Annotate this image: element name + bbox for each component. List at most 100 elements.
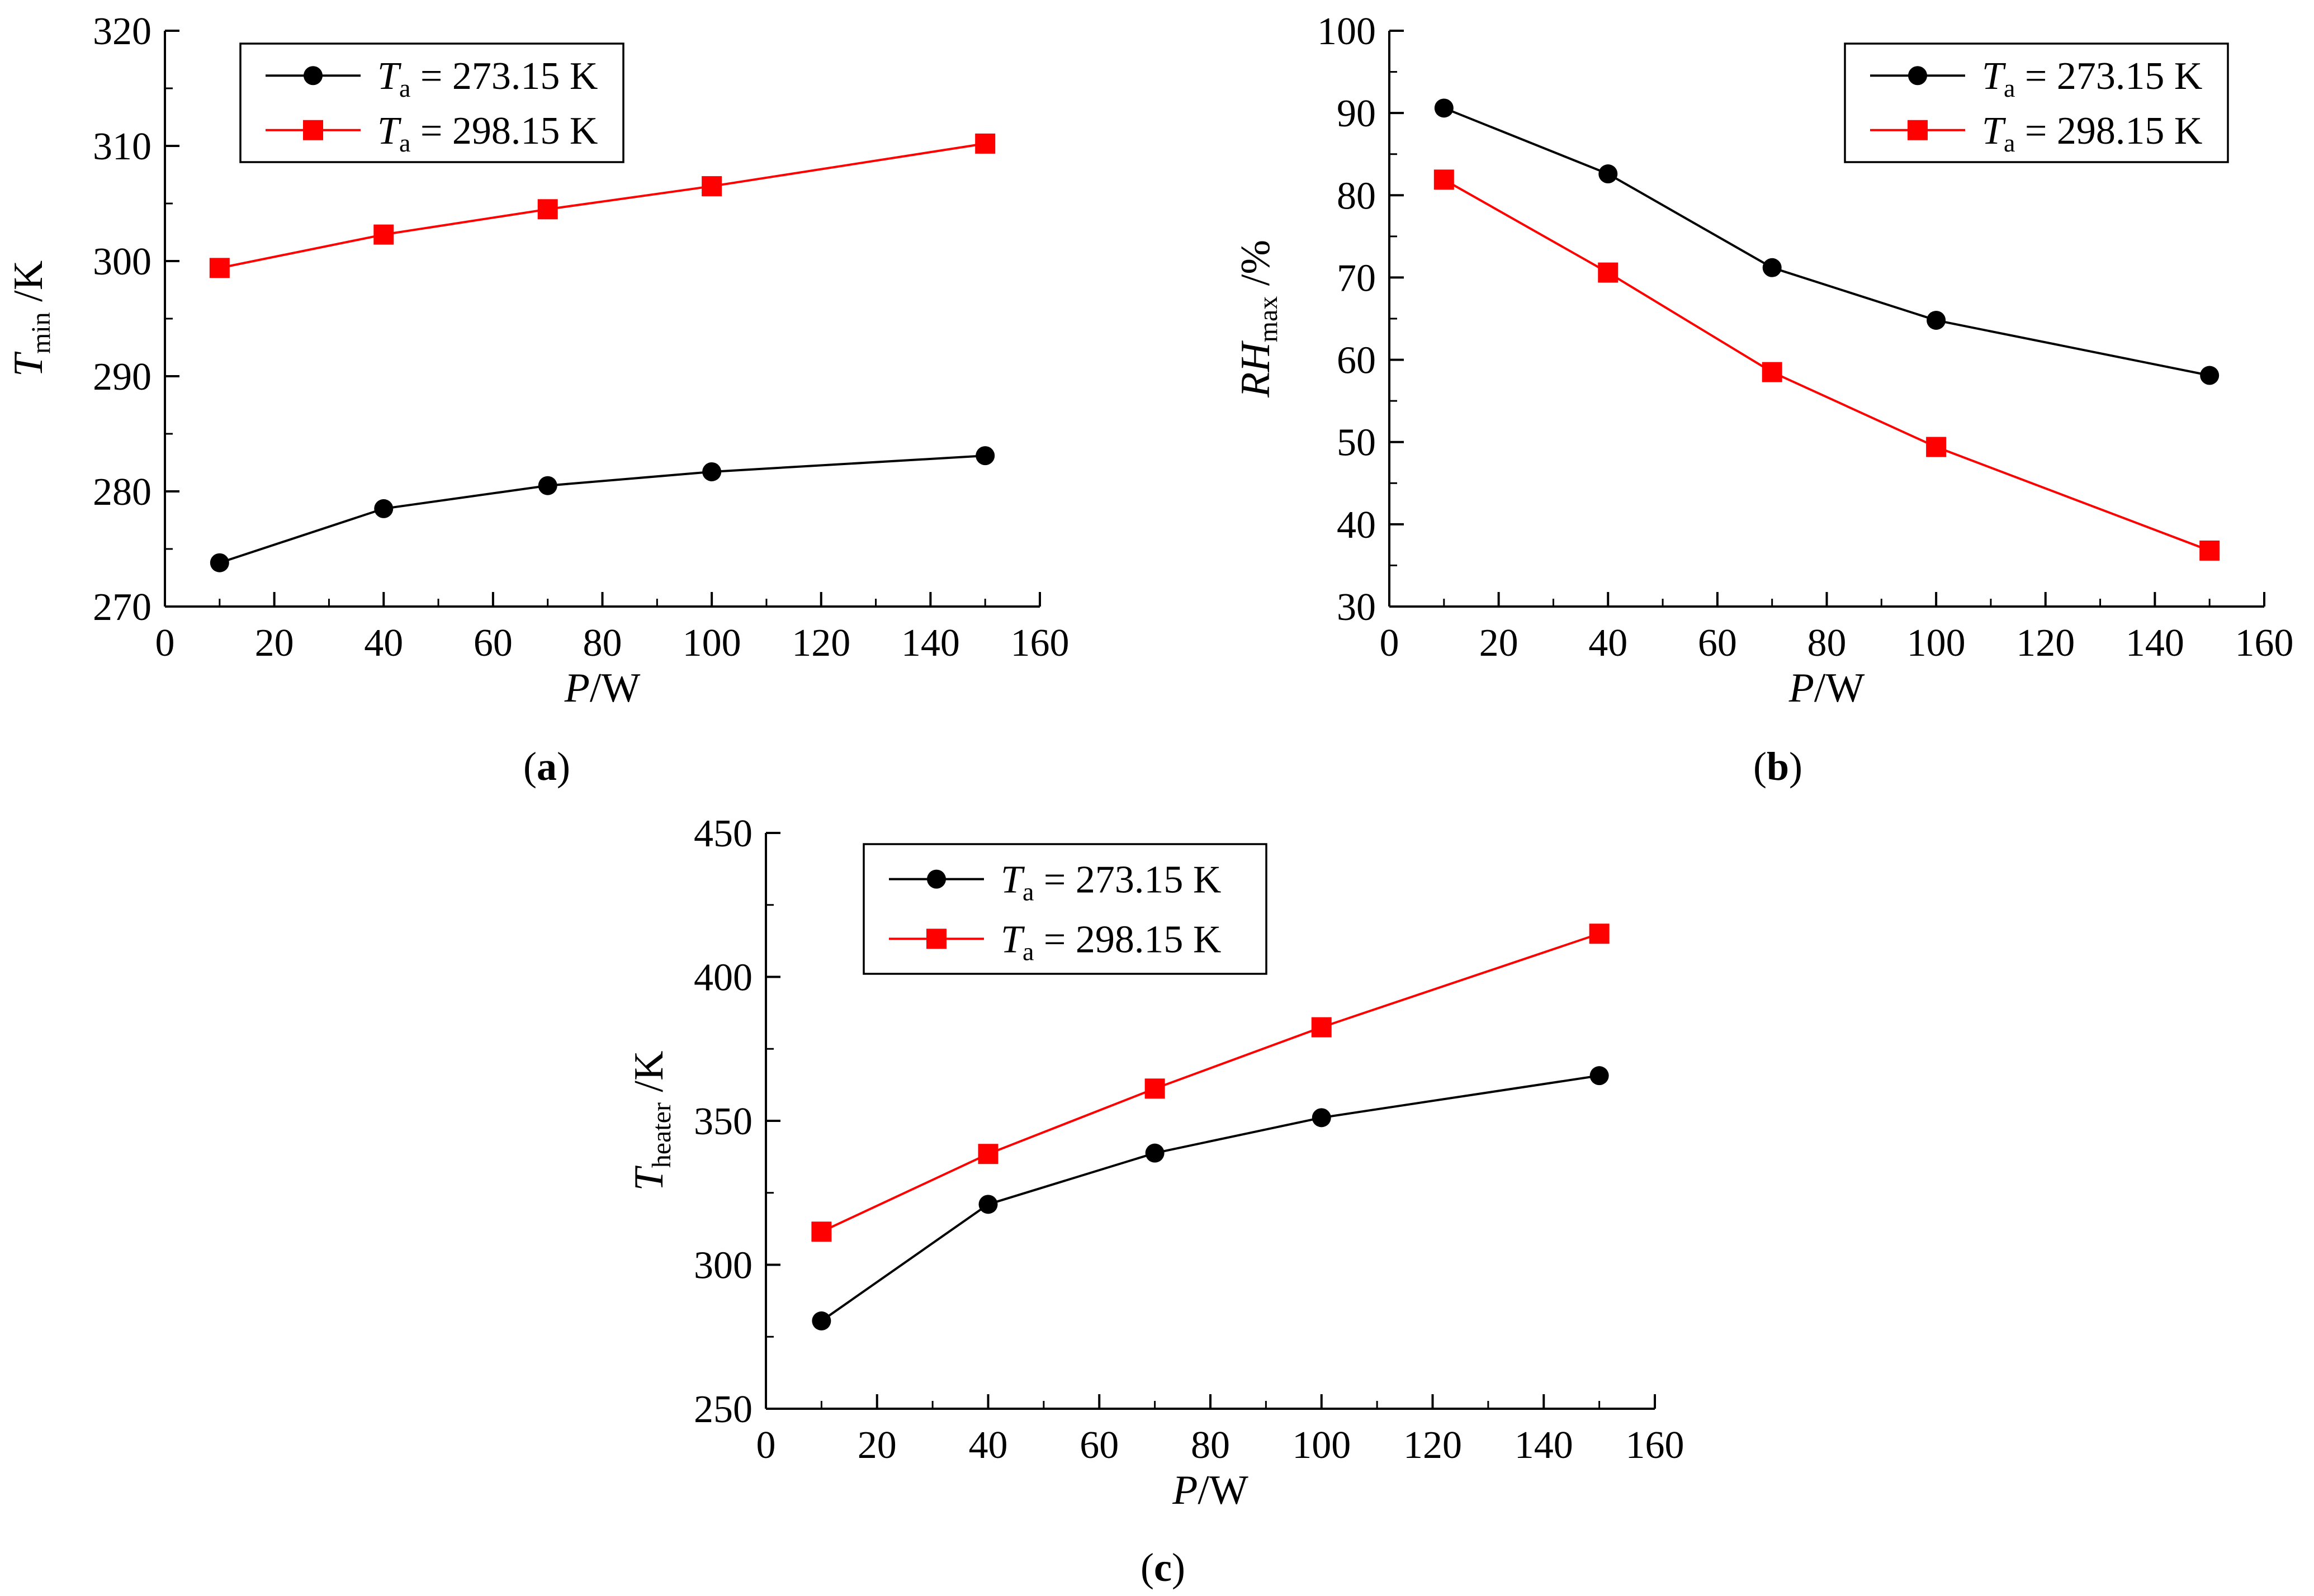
legend-label-var: T bbox=[377, 55, 402, 98]
panel-label-letter: c bbox=[1154, 1545, 1172, 1590]
legend-marker-circle bbox=[927, 869, 946, 889]
x-tick-label: 60 bbox=[1080, 1424, 1119, 1467]
x-tick-label: 140 bbox=[901, 622, 960, 665]
data-point-square bbox=[373, 224, 394, 245]
data-point-square bbox=[811, 1221, 832, 1242]
data-point-circle bbox=[1589, 1066, 1609, 1086]
x-axis-label: P/W bbox=[1172, 1467, 1248, 1513]
x-tick-label: 0 bbox=[155, 622, 175, 665]
x-tick-label: 120 bbox=[1403, 1424, 1462, 1467]
x-tick-label: 40 bbox=[969, 1424, 1008, 1467]
x-axis-label: P/W bbox=[1788, 665, 1865, 711]
x-tick-label: 120 bbox=[792, 622, 850, 665]
y-tick-label: 290 bbox=[93, 356, 152, 399]
x-tick-label: 0 bbox=[756, 1424, 776, 1467]
x-axis-label-unit: /W bbox=[590, 665, 641, 711]
data-point-square bbox=[1311, 1017, 1332, 1038]
legend-label-rest: = 273.15 K bbox=[1034, 859, 1221, 902]
data-point-square bbox=[209, 258, 230, 278]
panel-label-letter: b bbox=[1767, 744, 1789, 789]
x-axis-label: P/W bbox=[564, 665, 641, 711]
data-point-circle bbox=[1927, 310, 1946, 330]
y-tick-label: 80 bbox=[1337, 174, 1376, 217]
legend-label: Ta = 273.15 K bbox=[377, 55, 598, 102]
legend-label-var: T bbox=[1982, 55, 2007, 98]
data-point-circle bbox=[702, 462, 722, 481]
y-axis-label-var: T bbox=[626, 1165, 672, 1191]
data-point-square bbox=[978, 1144, 999, 1164]
data-point-square bbox=[702, 176, 722, 197]
legend-label: Ta = 298.15 K bbox=[1001, 918, 1221, 965]
data-point-square bbox=[537, 199, 558, 220]
legend-label-rest: = 273.15 K bbox=[2015, 55, 2202, 98]
y-axis-label: Tmin /K bbox=[6, 261, 56, 377]
x-axis-label-var: P bbox=[564, 665, 590, 711]
x-tick-label: 0 bbox=[1380, 622, 1399, 665]
legend-label-rest: = 298.15 K bbox=[410, 110, 598, 153]
legend-label: Ta = 298.15 K bbox=[1982, 110, 2202, 157]
legend-marker-square bbox=[926, 929, 947, 949]
y-tick-label: 250 bbox=[694, 1388, 753, 1431]
y-tick-label: 350 bbox=[694, 1100, 753, 1143]
legend-label-sub: a bbox=[2004, 129, 2015, 157]
panel-label: (a) bbox=[523, 744, 570, 789]
y-tick-label: 280 bbox=[93, 471, 152, 514]
legend-label-sub: a bbox=[399, 74, 410, 102]
x-tick-label: 20 bbox=[1479, 622, 1518, 665]
y-tick-label: 30 bbox=[1337, 586, 1376, 629]
panel-label-open: ( bbox=[1753, 744, 1767, 789]
legend-label-sub: a bbox=[1023, 878, 1034, 906]
y-axis-label-unit: /K bbox=[626, 1051, 672, 1103]
x-axis-label-unit: /W bbox=[1814, 665, 1865, 711]
legend-label: Ta = 273.15 K bbox=[1001, 859, 1221, 906]
panel-label-close: ) bbox=[1172, 1545, 1185, 1590]
x-tick-label: 60 bbox=[1698, 622, 1737, 665]
y-axis-label-var: RH bbox=[1233, 340, 1279, 398]
x-axis-label-unit: /W bbox=[1198, 1467, 1248, 1513]
x-tick-label: 100 bbox=[1907, 622, 1966, 665]
data-point-circle bbox=[1434, 98, 1454, 118]
data-point-circle bbox=[812, 1311, 831, 1330]
x-tick-label: 20 bbox=[255, 622, 294, 665]
y-tick-label: 90 bbox=[1337, 92, 1376, 135]
y-tick-label: 270 bbox=[93, 586, 152, 629]
y-tick-label: 50 bbox=[1337, 422, 1376, 465]
data-point-circle bbox=[2200, 366, 2220, 385]
chart-panel-b: 0 20 40 60 80 100 120 140 16030405060708090100P/… bbox=[1233, 10, 2294, 789]
x-tick-label: 120 bbox=[2016, 622, 2075, 665]
x-axis-label-var: P bbox=[1172, 1467, 1198, 1513]
y-axis-label-sub: min bbox=[26, 312, 56, 354]
legend-label: Ta = 273.15 K bbox=[1982, 55, 2202, 102]
panel-label-open: ( bbox=[1141, 1545, 1154, 1590]
data-point-square bbox=[1762, 362, 1782, 382]
legend-box bbox=[863, 843, 1267, 975]
legend-box bbox=[1844, 42, 2229, 163]
panel-label-open: ( bbox=[523, 744, 537, 789]
x-tick-label: 80 bbox=[1191, 1424, 1230, 1467]
data-point-square bbox=[1144, 1078, 1165, 1099]
x-tick-label: 160 bbox=[2235, 622, 2294, 665]
y-tick-label: 40 bbox=[1337, 504, 1376, 547]
data-point-circle bbox=[976, 446, 995, 466]
legend-marker-square bbox=[1908, 120, 1928, 140]
data-point-circle bbox=[1312, 1108, 1331, 1128]
data-point-circle bbox=[374, 499, 394, 518]
data-point-circle bbox=[1762, 258, 1782, 277]
legend-marker-circle bbox=[1908, 66, 1927, 86]
data-point-circle bbox=[1145, 1143, 1165, 1163]
legend-marker-circle bbox=[304, 66, 323, 86]
data-point-square bbox=[1589, 923, 1610, 944]
x-tick-label: 160 bbox=[1011, 622, 1070, 665]
legend-label-var: T bbox=[377, 110, 402, 153]
y-tick-label: 450 bbox=[694, 812, 753, 855]
data-point-square bbox=[975, 133, 996, 154]
panel-label-close: ) bbox=[1789, 744, 1802, 789]
x-tick-label: 100 bbox=[683, 622, 741, 665]
panel-label: (c) bbox=[1141, 1545, 1185, 1590]
x-tick-label: 40 bbox=[364, 622, 403, 665]
data-point-circle bbox=[978, 1195, 998, 1214]
legend-label-rest: = 273.15 K bbox=[410, 55, 598, 98]
panel-label: (b) bbox=[1753, 744, 1802, 789]
y-axis-label-var: T bbox=[6, 351, 51, 377]
